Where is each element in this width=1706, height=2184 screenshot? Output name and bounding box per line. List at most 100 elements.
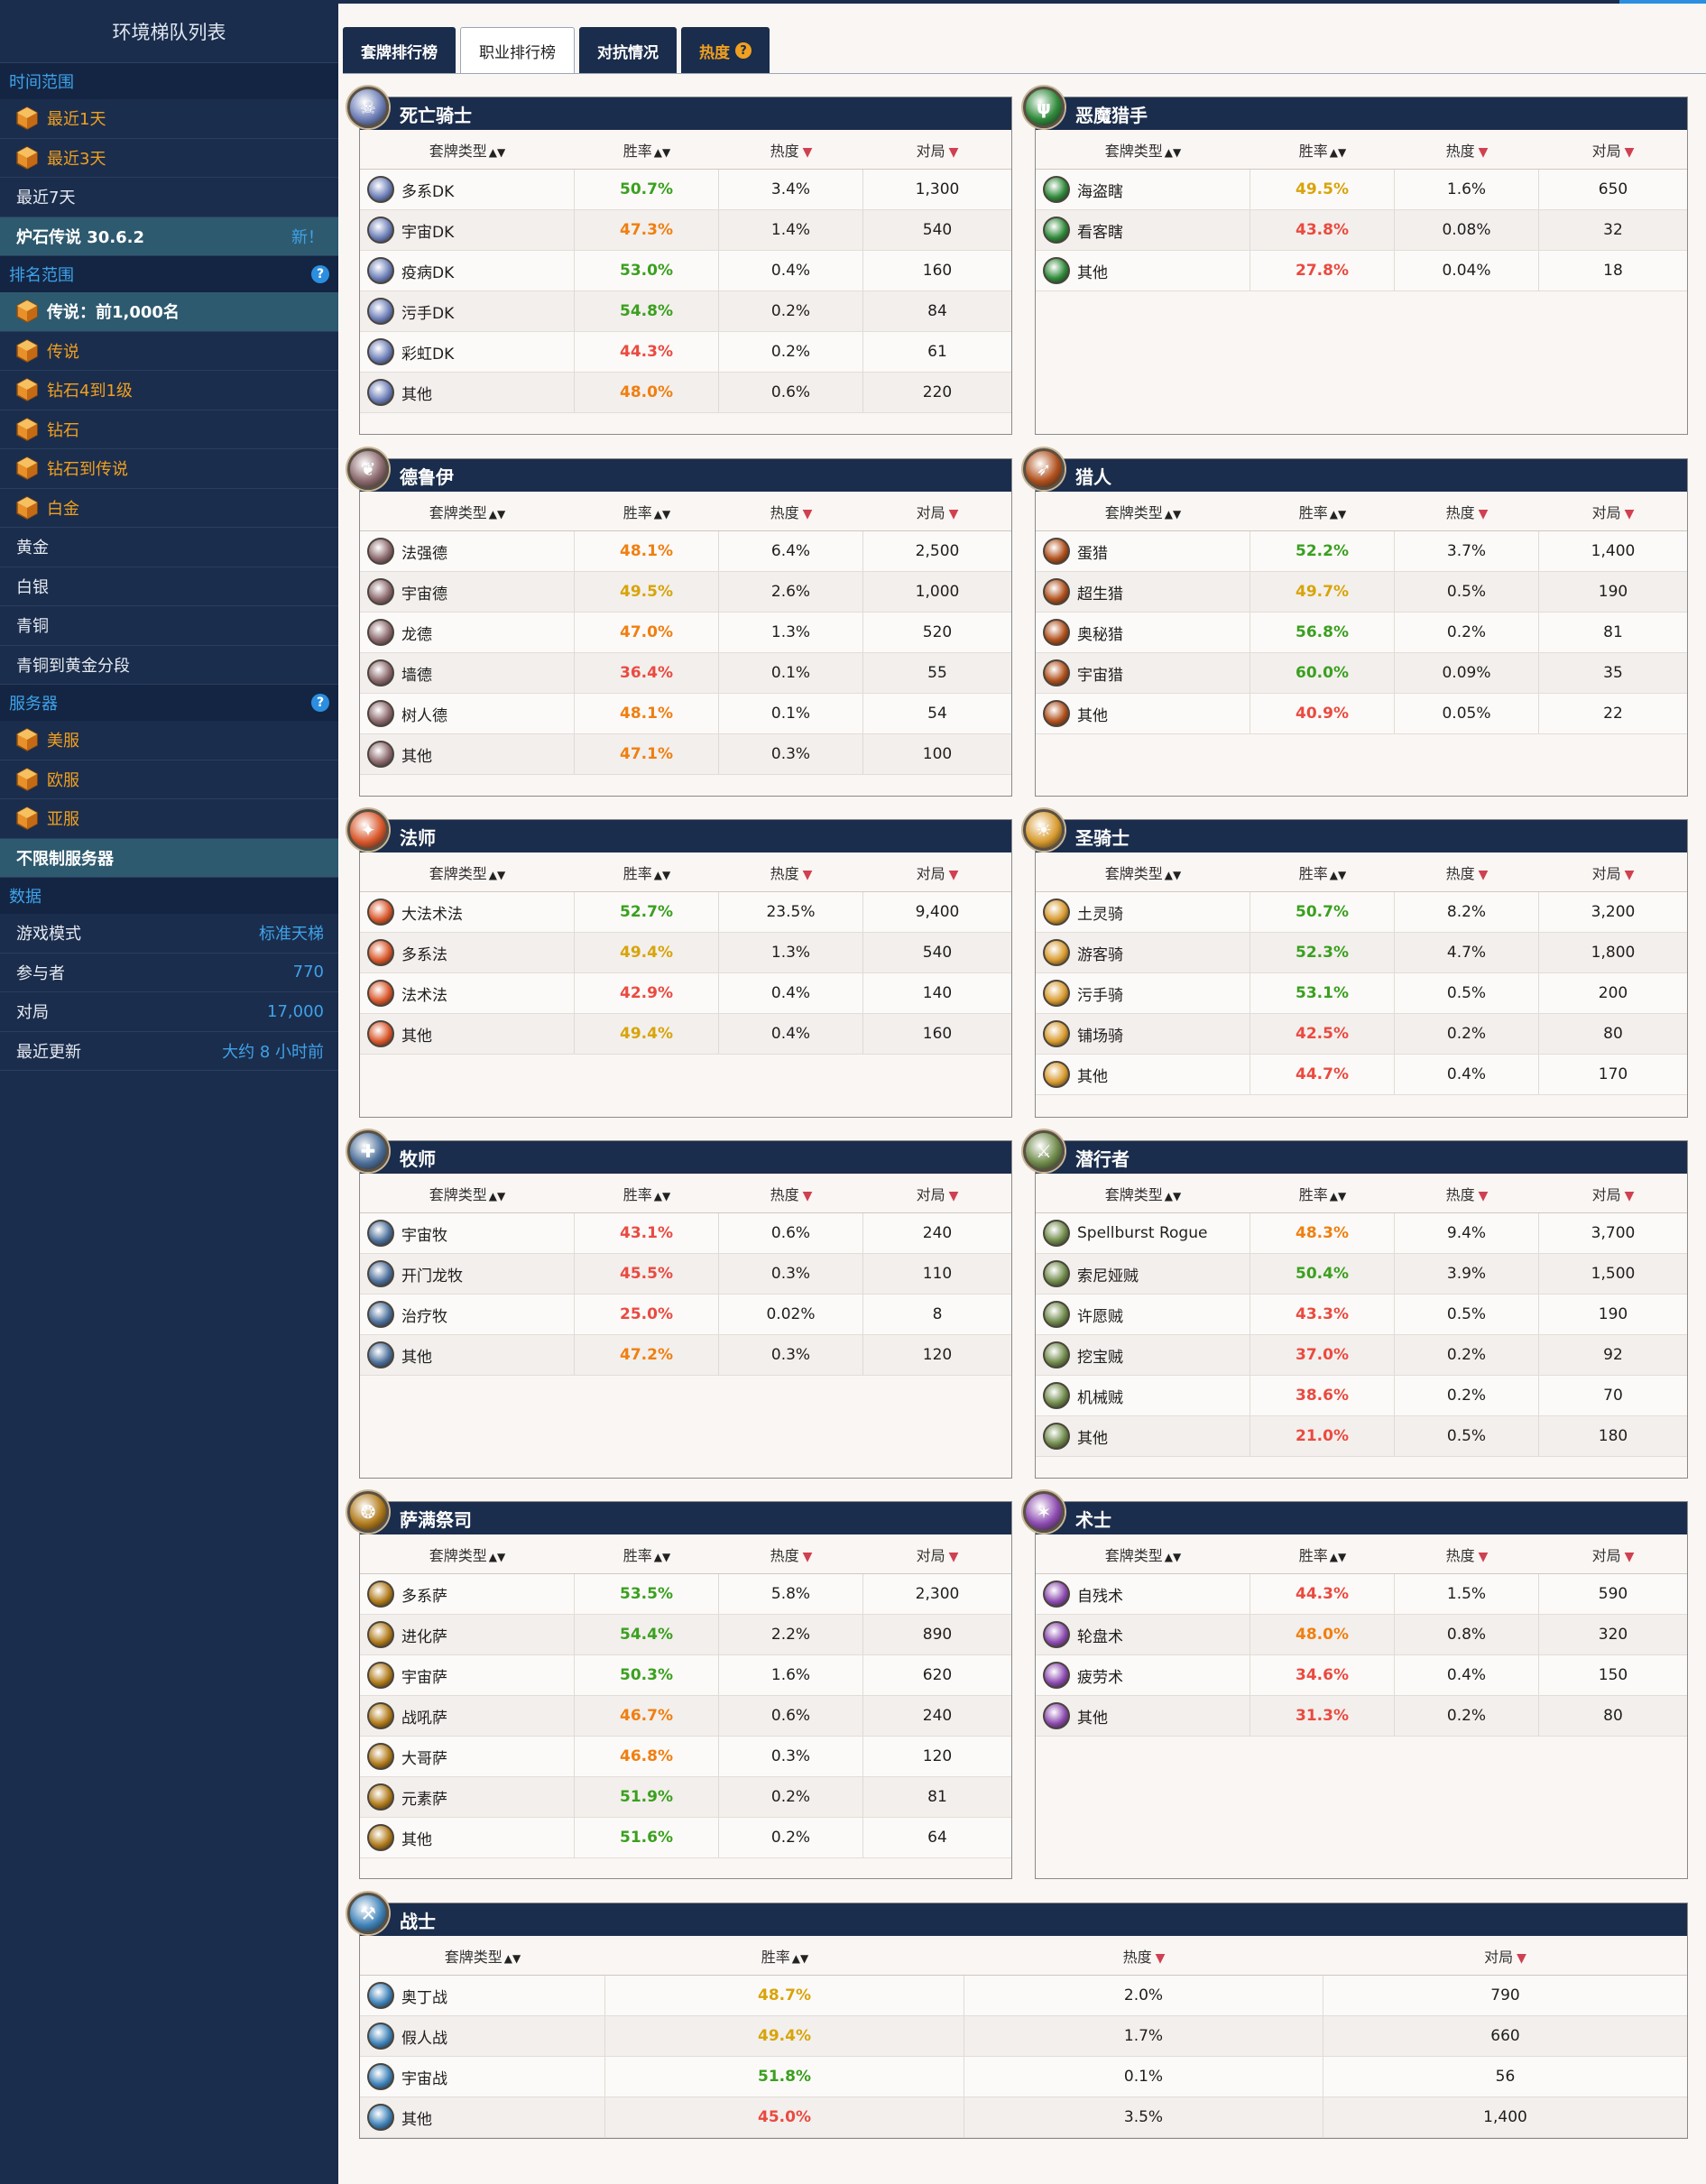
column-popularity[interactable]: 热度 ▼ xyxy=(719,1183,863,1204)
table-row[interactable]: 多系DK 50.7% 3.4% 1,300 xyxy=(360,170,1011,210)
rank-item-platinum[interactable]: 白金 xyxy=(0,489,338,528)
table-row[interactable]: 多系法 49.4% 1.3% 540 xyxy=(360,933,1011,973)
table-row[interactable]: 彩虹DK 44.3% 0.2% 61 xyxy=(360,332,1011,373)
rank-item-silver[interactable]: 白银 xyxy=(0,567,338,606)
table-row[interactable]: 奥秘猎 56.8% 0.2% 81 xyxy=(1036,613,1687,653)
column-winrate[interactable]: 胜率 ▲▼ xyxy=(575,862,719,883)
table-row[interactable]: 法强德 48.1% 6.4% 2,500 xyxy=(360,531,1011,572)
server-item-us[interactable]: 美服 xyxy=(0,721,338,760)
column-deck-type[interactable]: 套牌类型 ▲▼ xyxy=(1036,862,1250,883)
table-row[interactable]: 开门龙牧 45.5% 0.3% 110 xyxy=(360,1254,1011,1295)
column-deck-type[interactable]: 套牌类型 ▲▼ xyxy=(360,1945,605,1967)
column-winrate[interactable]: 胜率 ▲▼ xyxy=(1250,139,1395,161)
tab-matchups[interactable]: 对抗情况 xyxy=(579,27,677,74)
column-popularity[interactable]: 热度 ▼ xyxy=(1395,501,1539,522)
column-popularity[interactable]: 热度 ▼ xyxy=(1395,1183,1539,1204)
column-popularity[interactable]: 热度 ▼ xyxy=(1395,1544,1539,1565)
table-row[interactable]: 其他 27.8% 0.04% 18 xyxy=(1036,251,1687,291)
table-row[interactable]: 超生猎 49.7% 0.5% 190 xyxy=(1036,572,1687,613)
column-popularity[interactable]: 热度 ▼ xyxy=(1395,862,1539,883)
column-deck-type[interactable]: 套牌类型 ▲▼ xyxy=(1036,501,1250,522)
help-icon[interactable]: ? xyxy=(735,42,752,59)
column-winrate[interactable]: 胜率 ▲▼ xyxy=(1250,1183,1395,1204)
column-deck-type[interactable]: 套牌类型 ▲▼ xyxy=(360,139,575,161)
column-winrate[interactable]: 胜率 ▲▼ xyxy=(575,139,719,161)
column-games[interactable]: 对局 ▼ xyxy=(863,1183,1011,1204)
table-row[interactable]: 树人德 48.1% 0.1% 54 xyxy=(360,694,1011,734)
column-deck-type[interactable]: 套牌类型 ▲▼ xyxy=(1036,1183,1250,1204)
table-row[interactable]: 法术法 42.9% 0.4% 140 xyxy=(360,973,1011,1014)
table-row[interactable]: 其他 44.7% 0.4% 170 xyxy=(1036,1055,1687,1095)
table-row[interactable]: 其他 49.4% 0.4% 160 xyxy=(360,1014,1011,1055)
column-winrate[interactable]: 胜率 ▲▼ xyxy=(575,1183,719,1204)
rank-item-bronze[interactable]: 青铜 xyxy=(0,606,338,646)
column-games[interactable]: 对局 ▼ xyxy=(863,862,1011,883)
table-row[interactable]: 机械贼 38.6% 0.2% 70 xyxy=(1036,1376,1687,1416)
table-row[interactable]: 奥丁战 48.7% 2.0% 790 xyxy=(360,1976,1687,2016)
table-row[interactable]: 其他 47.1% 0.3% 100 xyxy=(360,734,1011,775)
table-row[interactable]: 轮盘术 48.0% 0.8% 320 xyxy=(1036,1615,1687,1655)
table-row[interactable]: 游客骑 52.3% 4.7% 1,800 xyxy=(1036,933,1687,973)
table-row[interactable]: 元素萨 51.9% 0.2% 81 xyxy=(360,1777,1011,1818)
table-row[interactable]: 索尼娅贼 50.4% 3.9% 1,500 xyxy=(1036,1254,1687,1295)
column-winrate[interactable]: 胜率 ▲▼ xyxy=(1250,501,1395,522)
table-row[interactable]: Spellburst Rogue 48.3% 9.4% 3,700 xyxy=(1036,1213,1687,1254)
table-row[interactable]: 疲劳术 34.6% 0.4% 150 xyxy=(1036,1655,1687,1696)
column-popularity[interactable]: 热度 ▼ xyxy=(964,1945,1323,1967)
time-item-1d[interactable]: 最近1天 xyxy=(0,99,338,139)
rank-item-diamond[interactable]: 钻石 xyxy=(0,410,338,449)
table-row[interactable]: 污手DK 54.8% 0.2% 84 xyxy=(360,291,1011,332)
patch-item[interactable]: 炉石传说 30.6.2 新！ xyxy=(0,217,338,256)
column-games[interactable]: 对局 ▼ xyxy=(1539,139,1687,161)
table-row[interactable]: 看客瞎 43.8% 0.08% 32 xyxy=(1036,210,1687,251)
table-row[interactable]: 土灵骑 50.7% 8.2% 3,200 xyxy=(1036,892,1687,933)
column-games[interactable]: 对局 ▼ xyxy=(863,139,1011,161)
rank-item-legend[interactable]: 传说 xyxy=(0,332,338,371)
table-row[interactable]: 宇宙德 49.5% 2.6% 1,000 xyxy=(360,572,1011,613)
table-row[interactable]: 海盗瞎 49.5% 1.6% 650 xyxy=(1036,170,1687,210)
table-row[interactable]: 其他 31.3% 0.2% 80 xyxy=(1036,1696,1687,1737)
column-winrate[interactable]: 胜率 ▲▼ xyxy=(575,501,719,522)
table-row[interactable]: 许愿贼 43.3% 0.5% 190 xyxy=(1036,1295,1687,1335)
table-row[interactable]: 假人战 49.4% 1.7% 660 xyxy=(360,2016,1687,2057)
column-games[interactable]: 对局 ▼ xyxy=(1539,1544,1687,1565)
table-row[interactable]: 疫病DK 53.0% 0.4% 160 xyxy=(360,251,1011,291)
column-winrate[interactable]: 胜率 ▲▼ xyxy=(605,1945,964,1967)
table-row[interactable]: 其他 48.0% 0.6% 220 xyxy=(360,373,1011,413)
column-deck-type[interactable]: 套牌类型 ▲▼ xyxy=(1036,139,1250,161)
table-row[interactable]: 宇宙战 51.8% 0.1% 56 xyxy=(360,2057,1687,2097)
column-games[interactable]: 对局 ▼ xyxy=(863,1544,1011,1565)
column-deck-type[interactable]: 套牌类型 ▲▼ xyxy=(1036,1544,1250,1565)
table-row[interactable]: 其他 40.9% 0.05% 22 xyxy=(1036,694,1687,734)
server-item-eu[interactable]: 欧服 xyxy=(0,760,338,799)
table-row[interactable]: 宇宙DK 47.3% 1.4% 540 xyxy=(360,210,1011,251)
server-item-all[interactable]: 不限制服务器 xyxy=(0,838,338,878)
table-row[interactable]: 其他 51.6% 0.2% 64 xyxy=(360,1818,1011,1858)
table-row[interactable]: 其他 21.0% 0.5% 180 xyxy=(1036,1416,1687,1457)
rank-item-diamond-4-1[interactable]: 钻石4到1级 xyxy=(0,371,338,410)
tab-deck-ranking[interactable]: 套牌排行榜 xyxy=(343,27,456,74)
table-row[interactable]: 铺场骑 42.5% 0.2% 80 xyxy=(1036,1014,1687,1055)
help-icon[interactable]: ? xyxy=(311,694,329,712)
table-row[interactable]: 宇宙猎 60.0% 0.09% 35 xyxy=(1036,653,1687,694)
time-item-7d[interactable]: 最近7天 xyxy=(0,178,338,217)
column-winrate[interactable]: 胜率 ▲▼ xyxy=(575,1544,719,1565)
server-item-asia[interactable]: 亚服 xyxy=(0,799,338,839)
table-row[interactable]: 宇宙萨 50.3% 1.6% 620 xyxy=(360,1655,1011,1696)
column-deck-type[interactable]: 套牌类型 ▲▼ xyxy=(360,1183,575,1204)
column-deck-type[interactable]: 套牌类型 ▲▼ xyxy=(360,1544,575,1565)
help-icon[interactable]: ? xyxy=(311,265,329,283)
column-games[interactable]: 对局 ▼ xyxy=(1539,862,1687,883)
table-row[interactable]: 蛋猎 52.2% 3.7% 1,400 xyxy=(1036,531,1687,572)
column-popularity[interactable]: 热度 ▼ xyxy=(719,501,863,522)
table-row[interactable]: 大哥萨 46.8% 0.3% 120 xyxy=(360,1737,1011,1777)
tab-popularity[interactable]: 热度? xyxy=(681,27,770,74)
rank-item-diamond-legend[interactable]: 钻石到传说 xyxy=(0,449,338,489)
column-games[interactable]: 对局 ▼ xyxy=(1539,501,1687,522)
column-winrate[interactable]: 胜率 ▲▼ xyxy=(1250,1544,1395,1565)
table-row[interactable]: 其他 45.0% 3.5% 1,400 xyxy=(360,2097,1687,2138)
column-games[interactable]: 对局 ▼ xyxy=(1539,1183,1687,1204)
tab-class-ranking[interactable]: 职业排行榜 xyxy=(460,27,575,74)
table-row[interactable]: 战吼萨 46.7% 0.6% 240 xyxy=(360,1696,1011,1737)
column-popularity[interactable]: 热度 ▼ xyxy=(1395,139,1539,161)
